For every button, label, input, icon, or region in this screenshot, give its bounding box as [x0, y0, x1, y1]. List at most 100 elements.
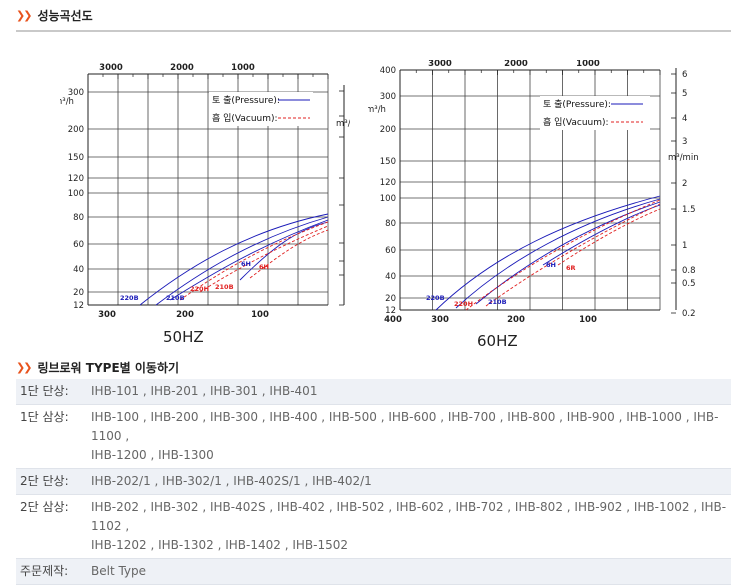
left-tick-label: 100 — [68, 189, 84, 199]
types-row-label: 1단 단상: — [16, 379, 87, 405]
legend-pressure-label: 토 출(Pressure): — [543, 99, 611, 110]
left-tick-label: 20 — [385, 294, 396, 304]
model-list-line: IHB-100 , IHB-200 , IHB-300 , IHB-400 , … — [91, 410, 719, 443]
top-tick-label: 1000 — [576, 60, 600, 69]
left-tick-label: 80 — [73, 213, 84, 223]
left-tick-label: 20 — [73, 288, 84, 298]
legend-vacuum-label: 흡 입(Vacuum): — [543, 116, 609, 128]
vacuum-curve-label: 220H — [190, 285, 209, 293]
pressure-curve — [435, 195, 661, 311]
right-axis-unit: m³/min — [336, 119, 350, 129]
left-axis-unit: m³/h — [368, 105, 386, 115]
performance-chart-50hz: 300 200 150 120 100 80 60 40 20 12 3000 2000 1000 300… — [60, 63, 350, 320]
section-divider — [16, 30, 731, 32]
types-row-models: Belt Type — [87, 558, 731, 585]
section-header-performance: ❯❯ 성능곡선도 — [16, 7, 93, 24]
vacuum-curve-label: 220H — [454, 300, 473, 308]
left-tick-label: 12 — [385, 306, 396, 316]
types-row-models: IHB-101 , IHB-201 , IHB-301 , IHB-401 — [87, 379, 731, 405]
pressure-curve — [139, 213, 329, 306]
left-tick-label: 60 — [73, 240, 84, 250]
double-chevron-icon: ❯❯ — [16, 361, 33, 374]
model-list-line: IHB-101 , IHB-201 , IHB-301 , IHB-401 — [91, 384, 318, 398]
types-row-models: IHB-202/1 , IHB-302/1 , IHB-402S/1 , IHB… — [87, 468, 731, 495]
left-tick-label: 200 — [380, 125, 396, 135]
left-axis-unit: m³/h — [60, 97, 74, 107]
vacuum-curve — [557, 208, 661, 266]
right-tick-label: 2 — [682, 179, 687, 189]
legend-pressure-label: 토 출(Pressure): — [212, 95, 280, 106]
right-axis-unit: m³/min — [668, 153, 698, 163]
legend-box — [209, 92, 313, 126]
chart-label-60hz: 60HZ — [477, 332, 518, 350]
right-tick-label: 4 — [682, 114, 687, 124]
vacuum-curve — [485, 203, 661, 307]
section-title: 성능곡선도 — [37, 9, 93, 23]
bottom-tick-label: 200 — [507, 315, 525, 325]
types-row-label: 2단 삼상: — [20, 500, 69, 514]
pressure-curve — [169, 219, 329, 301]
left-tick-label: 150 — [380, 157, 396, 167]
types-row-label: 주문제작: — [16, 558, 87, 585]
vacuum-curve-label: 6R — [566, 264, 576, 272]
pressure-curve-label: 6H — [241, 260, 251, 268]
section-header-types: ❯❯ 링브로워 TYPE별 이동하기 — [16, 359, 179, 376]
left-tick-label: 100 — [380, 194, 396, 204]
right-tick-label: 3 — [682, 137, 687, 147]
pressure-curve-label: 6H — [546, 261, 556, 269]
right-tick-label: 1 — [682, 241, 687, 251]
pressure-curve-label: 220B — [426, 294, 445, 302]
left-tick-label: 300 — [380, 92, 396, 102]
left-tick-label: 40 — [73, 265, 84, 275]
bottom-tick-label: 300 — [98, 310, 116, 320]
top-tick-label: 2000 — [504, 60, 528, 69]
bottom-tick-label: 200 — [176, 310, 194, 320]
bottom-tick-label: 300 — [431, 315, 449, 325]
double-chevron-icon: ❯❯ — [16, 9, 33, 22]
left-tick-label: 200 — [68, 125, 84, 135]
top-tick-label: 1000 — [231, 63, 255, 73]
types-row-models: IHB-100 , IHB-200 , IHB-300 , IHB-400 , … — [87, 405, 731, 469]
types-row-models: IHB-202 , IHB-302 , IHB-402S , IHB-402 ,… — [87, 495, 731, 559]
vacuum-curve — [465, 199, 661, 311]
pressure-curve — [542, 204, 661, 266]
pressure-curve-label: 210B — [488, 298, 507, 306]
legend-vacuum-label: 흡 입(Vacuum): — [212, 112, 278, 124]
top-tick-label: 3000 — [99, 63, 123, 73]
model-list-line: Belt Type — [91, 564, 147, 578]
model-list-line: IHB-1202 , IHB-1302 , IHB-1402 , IHB-150… — [91, 538, 348, 552]
vacuum-curve — [179, 221, 329, 301]
types-row-label: 2단 단상: — [16, 468, 87, 495]
bottom-tick-label: 100 — [251, 310, 269, 320]
pressure-curve — [475, 201, 661, 305]
model-list-line: IHB-1200 , IHB-1300 — [91, 448, 214, 462]
types-row: 2단 삼상: IHB-202 , IHB-302 , IHB-402S , IHB… — [16, 495, 731, 559]
pressure-curve — [155, 216, 329, 306]
chart-label-50hz: 50HZ — [163, 328, 204, 346]
types-row: 2단 단상: IHB-202/1 , IHB-302/1 , IHB-402S/1… — [16, 468, 731, 495]
types-row-label: 1단 삼상: — [20, 410, 69, 424]
legend-box — [540, 96, 650, 130]
left-tick-label: 150 — [68, 153, 84, 163]
right-tick-label: 5 — [682, 89, 687, 99]
left-tick-label: 300 — [68, 88, 84, 98]
pressure-curve — [239, 221, 329, 281]
bottom-tick-label: 400 — [384, 315, 402, 325]
types-row: 주문제작: Belt Type — [16, 558, 731, 585]
top-tick-label: 3000 — [428, 60, 452, 69]
right-tick-label: 6 — [682, 70, 687, 80]
vacuum-curve — [249, 229, 329, 279]
right-tick-label: 0.8 — [682, 266, 696, 276]
right-tick-label: 1.5 — [682, 205, 696, 215]
right-tick-label: 0.2 — [682, 309, 696, 319]
top-tick-label: 2000 — [170, 63, 194, 73]
left-tick-label: 80 — [385, 219, 396, 229]
model-list-line: IHB-202 , IHB-302 , IHB-402S , IHB-402 ,… — [91, 500, 727, 533]
pressure-curve-label: 210B — [166, 294, 185, 302]
pressure-curve-label: 220B — [120, 294, 139, 302]
left-tick-label: 120 — [68, 174, 84, 184]
model-list-line: IHB-202/1 , IHB-302/1 , IHB-402S/1 , IHB… — [91, 474, 372, 488]
left-tick-label: 120 — [380, 178, 396, 188]
types-table: 1단 단상: IHB-101 , IHB-201 , IHB-301 , IHB-… — [16, 379, 731, 585]
